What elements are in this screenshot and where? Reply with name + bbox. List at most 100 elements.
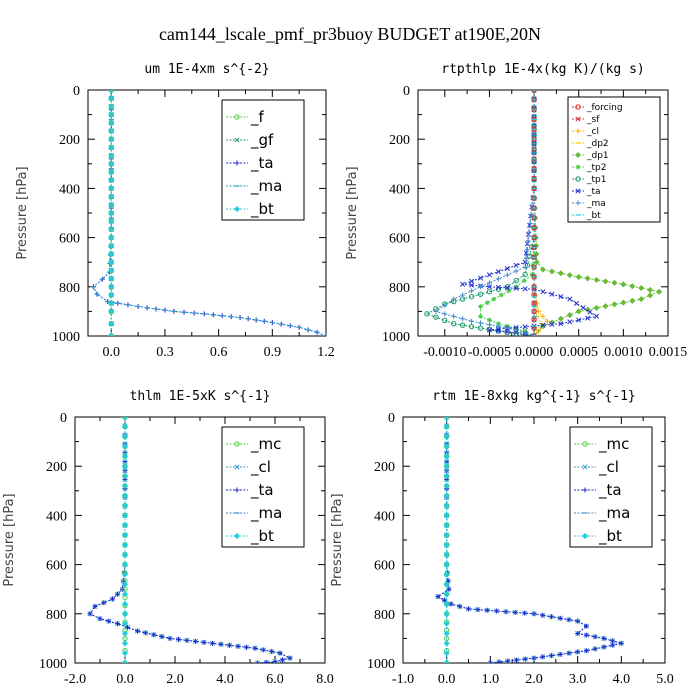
data-point (108, 320, 115, 327)
data-point (121, 551, 129, 558)
data-point (443, 433, 450, 440)
data-point (87, 611, 93, 617)
data-point (121, 610, 129, 617)
data-point (540, 289, 546, 295)
series-ta (460, 90, 600, 336)
x-tick-label: 1.0 (482, 672, 500, 687)
data-point (602, 303, 609, 310)
data-point (227, 642, 232, 648)
data-point (486, 280, 492, 286)
data-point (601, 635, 607, 641)
data-point (495, 269, 501, 275)
data-point (531, 308, 537, 315)
legend-entry: _sf (572, 115, 600, 125)
data-point (531, 317, 537, 323)
data-point (442, 302, 448, 308)
data-point (567, 296, 573, 302)
data-point (594, 313, 600, 319)
data-point (593, 304, 600, 311)
data-point (443, 591, 450, 598)
y-tick-label: 600 (389, 232, 410, 247)
data-point (487, 317, 492, 323)
data-point (443, 659, 450, 663)
data-point (566, 617, 572, 623)
data-point (442, 317, 448, 324)
data-point (487, 660, 493, 663)
data-point (585, 315, 591, 321)
data-point (121, 417, 129, 421)
x-tick-label: 2.0 (525, 672, 543, 687)
data-point (108, 111, 115, 118)
legend-marker (234, 441, 240, 447)
data-point (575, 308, 582, 315)
data-point (108, 267, 115, 274)
data-point (433, 308, 439, 314)
x-tick-label: 1.2 (317, 345, 335, 360)
data-point (495, 323, 501, 329)
y-axis-label: Pressure [hPa] (345, 166, 360, 259)
data-point (504, 325, 510, 331)
data-point (525, 238, 531, 244)
figure-title: cam144_lscale_pmf_pr3buoy BUDGET at190E,… (159, 24, 541, 44)
data-point (443, 522, 450, 529)
data-point (121, 512, 129, 519)
data-point (522, 259, 528, 265)
data-point (487, 660, 493, 663)
data-point (521, 278, 527, 284)
data-point (108, 103, 115, 110)
data-point (108, 119, 115, 126)
data-point (567, 319, 573, 325)
data-point (558, 321, 564, 327)
data-point (443, 502, 450, 509)
legend-entry: _tp1 (572, 175, 606, 185)
data-point (121, 630, 129, 637)
data-point (451, 321, 457, 327)
data-point (548, 614, 554, 620)
data-point (269, 649, 275, 655)
data-point (469, 282, 475, 288)
data-point (549, 321, 555, 328)
data-point (433, 314, 439, 320)
data-point (108, 259, 115, 266)
legend-box (221, 99, 305, 221)
data-point (254, 660, 261, 663)
data-point (522, 330, 528, 336)
data-point (121, 532, 129, 539)
x-tick-label: 0.0 (116, 672, 134, 687)
data-point (101, 600, 107, 606)
data-point (115, 591, 120, 597)
data-point (527, 220, 533, 226)
panel-title: um 1E-4xm s^{-2} (144, 62, 269, 77)
legend-label: _bt (598, 527, 622, 546)
data-point (176, 636, 181, 642)
data-point (477, 325, 484, 331)
data-point (523, 250, 529, 256)
data-point (260, 647, 266, 653)
legend-entry: _ta (226, 481, 274, 500)
data-point (443, 532, 450, 539)
legend-marker (234, 114, 240, 120)
data-point (435, 594, 441, 600)
data-point (441, 597, 447, 603)
data-point (534, 300, 540, 306)
data-point (252, 645, 258, 651)
x-tick-label: 5.0 (656, 672, 674, 687)
legend-entry: _tp2 (572, 163, 606, 173)
y-tick-label: 200 (59, 133, 80, 148)
data-point (491, 296, 497, 302)
data-point (108, 242, 115, 249)
legend-entry: _ma (574, 504, 630, 523)
data-point (531, 655, 537, 661)
legend-entry: _bt (226, 527, 274, 546)
data-point (576, 317, 582, 323)
data-point (460, 316, 466, 322)
data-point (629, 283, 636, 290)
data-point (255, 660, 260, 663)
data-point (531, 611, 537, 617)
data-point (466, 606, 471, 612)
data-point (167, 635, 173, 641)
legend-entry: _cl (574, 458, 619, 477)
y-tick-label: 400 (46, 509, 67, 524)
data-point (587, 309, 593, 315)
data-point (443, 640, 450, 647)
